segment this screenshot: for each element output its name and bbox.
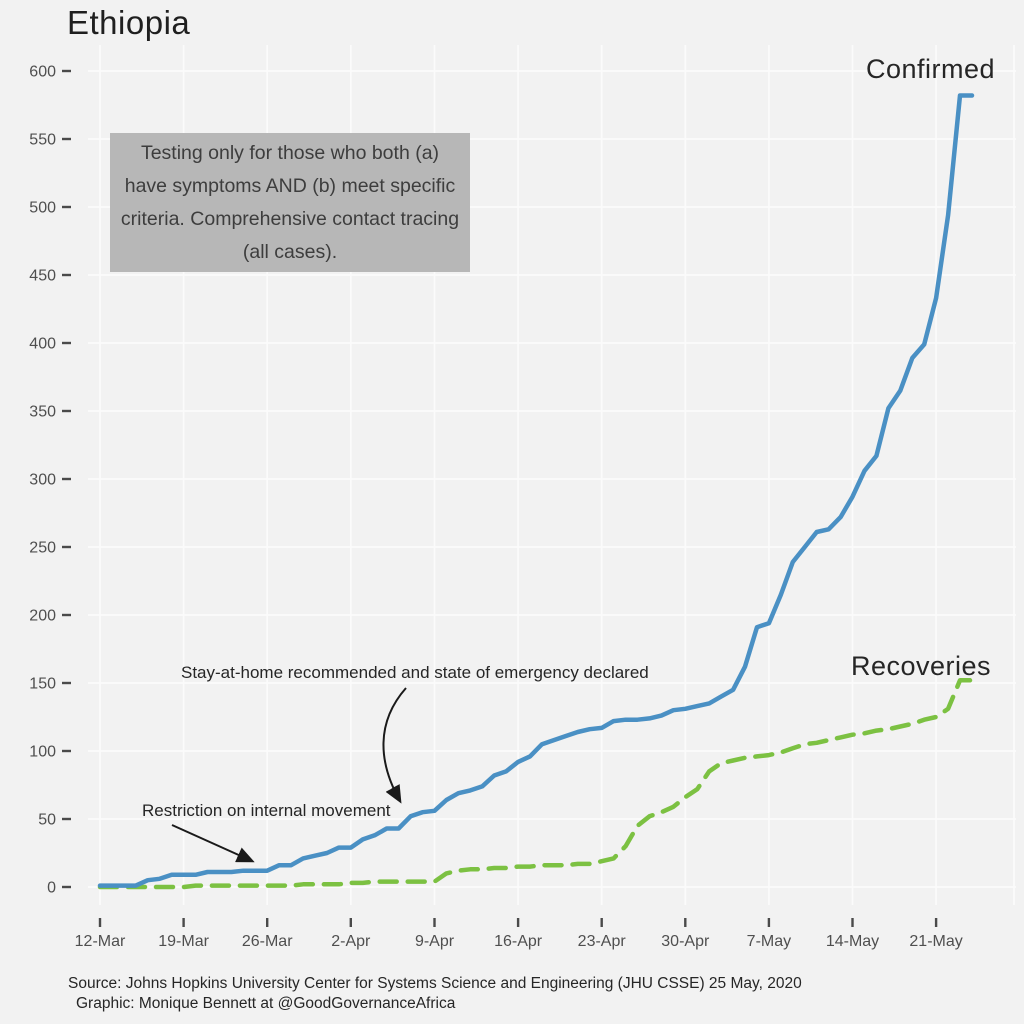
confirmed-series-label: Confirmed bbox=[866, 54, 996, 84]
x-tick-label: 2-Apr bbox=[331, 933, 371, 950]
x-tick-label: 26-Mar bbox=[242, 933, 293, 950]
x-tick-label: 12-Mar bbox=[75, 933, 126, 950]
gridlines bbox=[88, 45, 1016, 905]
graphic-credit: Graphic: Monique Bennett at @GoodGoverna… bbox=[76, 995, 456, 1012]
data-series bbox=[97, 93, 975, 890]
methodology-note-box: Testing only for those who both (a) have… bbox=[110, 133, 470, 272]
source-credit: Source: Johns Hopkins University Center … bbox=[68, 975, 802, 992]
note-line: (all cases). bbox=[242, 240, 338, 263]
stayhome-annotation-arrow bbox=[382, 687, 407, 804]
y-tick-label: 300 bbox=[29, 472, 56, 489]
x-tick-label: 7-May bbox=[747, 933, 791, 950]
y-tick-label: 350 bbox=[29, 404, 56, 421]
x-tick-label: 19-Mar bbox=[158, 933, 209, 950]
page-title: Ethiopia bbox=[67, 4, 191, 41]
y-tick-label: 550 bbox=[29, 132, 56, 149]
y-tick-label: 0 bbox=[47, 880, 56, 897]
x-tick-label: 30-Apr bbox=[661, 933, 710, 950]
y-tick-label: 50 bbox=[38, 812, 56, 829]
note-line: have symptoms AND (b) meet specific bbox=[124, 174, 456, 197]
annotation-arrows bbox=[171, 687, 407, 863]
x-tick-label: 21-May bbox=[909, 933, 962, 950]
note-line: Testing only for those who both (a) bbox=[140, 141, 440, 164]
stayhome-annotation-label: Stay-at-home recommended and state of em… bbox=[181, 663, 649, 682]
y-tick-label: 600 bbox=[29, 64, 56, 81]
y-tick-label: 450 bbox=[29, 268, 56, 285]
series-line-confirmed bbox=[97, 93, 975, 888]
x-tick-label: 23-Apr bbox=[578, 933, 627, 950]
y-tick-label: 500 bbox=[29, 200, 56, 217]
restriction-annotation-arrow bbox=[171, 824, 255, 863]
y-tick-label: 200 bbox=[29, 608, 56, 625]
restriction-annotation-label: Restriction on internal movement bbox=[142, 801, 391, 820]
x-tick-label: 16-Apr bbox=[494, 933, 543, 950]
recoveries-series-label: Recoveries bbox=[851, 651, 992, 681]
y-tick-label: 400 bbox=[29, 336, 56, 353]
y-tick-label: 150 bbox=[29, 676, 56, 693]
x-tick-label: 9-Apr bbox=[415, 933, 455, 950]
series-line-recoveries bbox=[97, 678, 975, 890]
y-tick-label: 250 bbox=[29, 540, 56, 557]
x-tick-label: 14-May bbox=[826, 933, 879, 950]
y-tick-label: 100 bbox=[29, 744, 56, 761]
note-line: criteria. Comprehensive contact tracing bbox=[120, 207, 460, 230]
axis-ticks-and-labels: 0 50 100 150 200 250 300 350 400 450 500 550 600 12-M… bbox=[29, 64, 962, 951]
